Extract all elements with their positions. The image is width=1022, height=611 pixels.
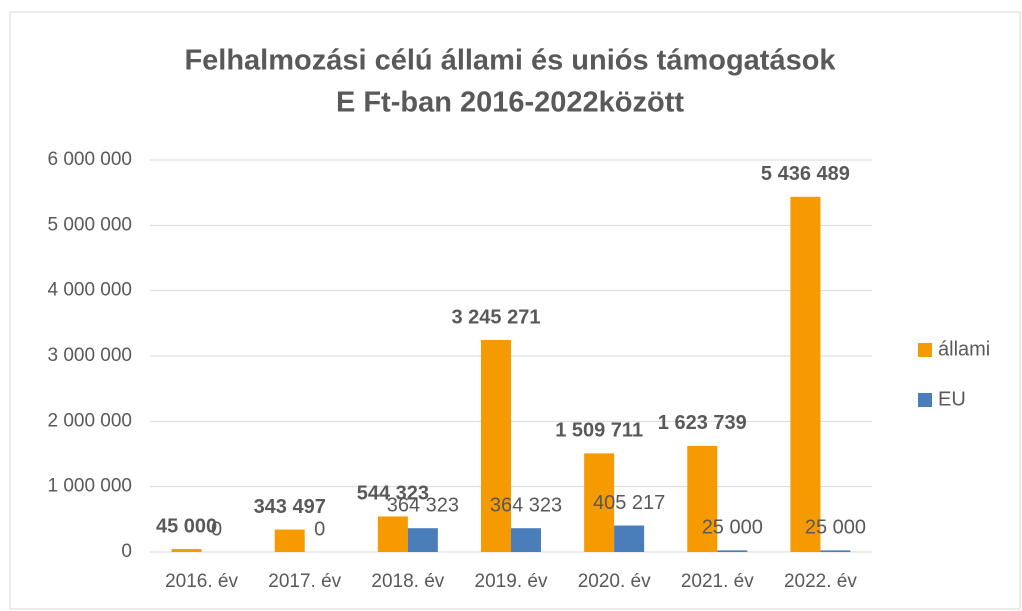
chart-title: E Ft-ban 2016-2022között (336, 87, 684, 119)
data-label: 45 000 (156, 515, 217, 537)
bar (481, 339, 511, 552)
bar (717, 550, 748, 552)
bar (407, 528, 438, 552)
data-label: 0 (211, 518, 222, 540)
y-tick-label: 6 000 000 (47, 149, 132, 170)
data-label: 364 323 (387, 494, 459, 516)
y-tick-label: 5 000 000 (47, 214, 132, 235)
data-label: 0 (314, 518, 325, 540)
x-tick-label: 2020. év (578, 571, 651, 592)
data-label: 1 623 739 (658, 412, 747, 434)
legend-swatch (918, 393, 932, 407)
y-tick-label: 1 000 000 (47, 476, 132, 497)
data-label: 405 217 (593, 492, 665, 514)
data-label: 25 000 (805, 517, 866, 539)
bar (274, 529, 305, 552)
chart-border (9, 11, 1021, 610)
bar (790, 196, 821, 553)
data-label: 343 497 (254, 496, 326, 518)
y-tick-label: 4 000 000 (47, 280, 132, 301)
data-label: 544 323 (357, 483, 429, 505)
y-tick-label: 3 000 000 (47, 345, 132, 366)
bar (820, 550, 851, 552)
bar (171, 549, 202, 552)
legend-label: állami (938, 338, 990, 360)
x-tick-label: 2016. év (165, 571, 238, 592)
bar (614, 525, 645, 552)
data-label: 1 509 711 (555, 420, 643, 442)
bar (687, 445, 718, 552)
data-label: 5 436 489 (761, 163, 850, 185)
x-tick-label: 2022. év (784, 571, 857, 592)
data-label: 364 323 (490, 494, 562, 516)
y-tick-label: 0 (121, 541, 132, 562)
legend-swatch (918, 343, 932, 357)
chart-title: Felhalmozási célú állami és uniós támoga… (184, 45, 836, 77)
bar (377, 516, 408, 552)
x-tick-label: 2017. év (268, 571, 341, 592)
x-tick-label: 2021. év (681, 571, 754, 592)
legend-label: EU (938, 388, 966, 410)
bar (584, 453, 615, 552)
x-tick-label: 2019. év (475, 571, 548, 592)
x-tick-label: 2018. év (371, 571, 444, 592)
data-label: 3 245 271 (452, 306, 541, 328)
y-tick-label: 2 000 000 (47, 410, 132, 431)
bar (511, 528, 541, 552)
data-label: 25 000 (702, 517, 763, 539)
